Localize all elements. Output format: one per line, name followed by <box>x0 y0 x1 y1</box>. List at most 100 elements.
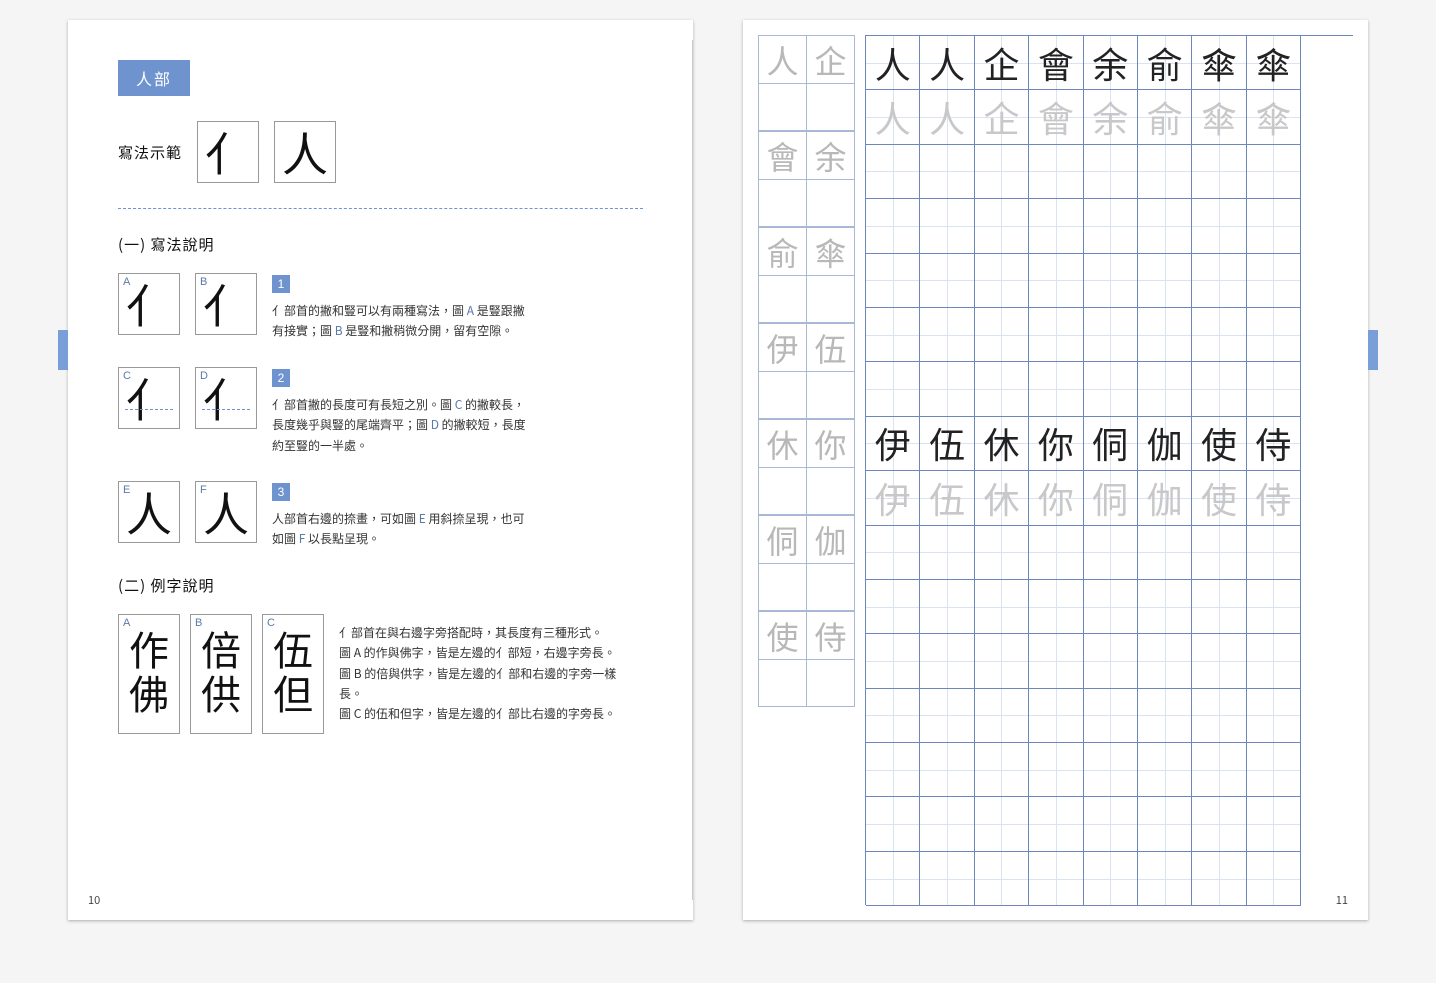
practice-cell <box>1084 308 1138 362</box>
practice-cell <box>1138 797 1192 851</box>
practice-cell <box>1247 634 1301 688</box>
method-char-box: D亻 <box>195 367 257 429</box>
ref-char-cell: 侍 <box>807 612 855 660</box>
ref-blank-cell <box>759 276 807 323</box>
practice-cell: 伊 <box>866 471 920 525</box>
ref-blank-cell <box>807 276 855 323</box>
demo-label: 寫法示範 <box>118 142 182 163</box>
char-box-letter: A <box>123 276 130 288</box>
practice-cell <box>920 145 974 199</box>
practice-cell <box>1192 362 1246 416</box>
guide-line <box>202 409 250 410</box>
practice-cell <box>1192 634 1246 688</box>
practice-cell <box>866 526 920 580</box>
practice-cell: 傘 <box>1247 36 1301 90</box>
practice-cell <box>1138 689 1192 743</box>
demo-row: 寫法示範 亻 人 <box>118 121 643 183</box>
practice-cell <box>866 145 920 199</box>
ref-char-pair: 使侍 <box>758 611 855 707</box>
practice-cell <box>1138 199 1192 253</box>
practice-cell <box>920 689 974 743</box>
practice-cell <box>1247 254 1301 308</box>
practice-cell <box>975 145 1029 199</box>
practice-cell: 傘 <box>1192 36 1246 90</box>
practice-cell <box>975 689 1029 743</box>
method-char-box: B亻 <box>195 273 257 335</box>
practice-cell: 休 <box>975 417 1029 471</box>
practice-cell <box>975 362 1029 416</box>
practice-cell <box>1029 580 1083 634</box>
practice-cell <box>1192 526 1246 580</box>
char-box-letter: E <box>123 484 130 496</box>
practice-cell <box>1192 689 1246 743</box>
book-right-page: 人企會余俞傘伊伍休你侗伽使侍 人人企會余俞傘傘人人企會余俞傘傘伊伍休你侗伽使侍伊… <box>743 20 1368 920</box>
practice-row <box>866 743 1353 797</box>
ref-blank-cell <box>807 372 855 419</box>
practice-cell <box>975 308 1029 362</box>
practice-cell: 伍 <box>920 417 974 471</box>
example-text: 亻部首在與右邊字旁搭配時，其長度有三種形式。圖 A 的作與佛字，皆是左邊的亻部短… <box>339 623 619 725</box>
practice-cell <box>1192 852 1246 906</box>
char-box-letter: A <box>123 617 130 629</box>
practice-cell <box>920 199 974 253</box>
char-box-letter: F <box>200 484 207 496</box>
practice-cell: 俞 <box>1138 90 1192 144</box>
practice-cell <box>866 308 920 362</box>
practice-cell <box>1084 199 1138 253</box>
practice-cell <box>1138 852 1192 906</box>
ref-char-cell: 休 <box>759 420 807 468</box>
step-number: 1 <box>272 275 290 293</box>
practice-cell: 人 <box>920 36 974 90</box>
practice-cell <box>1192 199 1246 253</box>
step-number: 3 <box>272 483 290 501</box>
method-char-box: F人 <box>195 481 257 543</box>
practice-cell <box>1138 254 1192 308</box>
practice-cell: 伽 <box>1138 471 1192 525</box>
practice-cell: 侍 <box>1247 471 1301 525</box>
ref-char-pair: 休你 <box>758 419 855 515</box>
practice-cell <box>1084 689 1138 743</box>
practice-cell <box>866 634 920 688</box>
char-box-letter: C <box>123 370 131 382</box>
example-char-column: C伍但 <box>262 614 324 734</box>
practice-row <box>866 580 1353 634</box>
practice-cell: 侗 <box>1084 471 1138 525</box>
practice-row: 人人企會余俞傘傘 <box>866 36 1353 90</box>
practice-cell <box>1192 145 1246 199</box>
practice-row <box>866 362 1353 416</box>
ref-char-cell: 伍 <box>807 324 855 372</box>
practice-row: 人人企會余俞傘傘 <box>866 90 1353 144</box>
example-row: A作佛B倍供C伍但 亻部首在與右邊字旁搭配時，其長度有三種形式。圖 A 的作與佛… <box>118 614 643 734</box>
practice-cell <box>920 254 974 308</box>
method-row: E人F人3人部首右邊的捺畫，可如圖 E 用斜捺呈現，也可如圖 F 以長點呈現。 <box>118 481 643 550</box>
practice-cell <box>920 797 974 851</box>
practice-row <box>866 634 1353 688</box>
practice-row <box>866 797 1353 851</box>
practice-cell <box>1029 743 1083 797</box>
practice-cell <box>1138 145 1192 199</box>
ref-char-pair: 侗伽 <box>758 515 855 611</box>
ref-blank-cell <box>807 180 855 227</box>
practice-cell: 使 <box>1192 471 1246 525</box>
practice-row <box>866 526 1353 580</box>
guide-line <box>125 409 173 410</box>
practice-cell <box>866 254 920 308</box>
practice-cell <box>1138 634 1192 688</box>
ref-char-pair: 伊伍 <box>758 323 855 419</box>
practice-cell <box>1084 797 1138 851</box>
practice-cell <box>1192 797 1246 851</box>
ref-blank-cell <box>807 564 855 611</box>
char-box-letter: B <box>200 276 207 288</box>
practice-cell <box>1029 254 1083 308</box>
practice-cell <box>920 580 974 634</box>
method-row: A亻B亻1亻部首的撇和豎可以有兩種寫法，圖 A 是豎跟撇有接實；圖 B 是豎和撇… <box>118 273 643 342</box>
practice-cell: 伊 <box>866 417 920 471</box>
ref-blank-cell <box>759 84 807 131</box>
practice-cell <box>1029 308 1083 362</box>
practice-row: 伊伍休你侗伽使侍 <box>866 471 1353 525</box>
practice-cell: 侍 <box>1247 417 1301 471</box>
method-text: 人部首右邊的捺畫，可如圖 E 用斜捺呈現，也可如圖 F 以長點呈現。 <box>272 509 532 550</box>
ref-char-pair: 人企 <box>758 35 855 131</box>
radical-section-tag: 人部 <box>118 60 190 96</box>
practice-cell: 會 <box>1029 36 1083 90</box>
